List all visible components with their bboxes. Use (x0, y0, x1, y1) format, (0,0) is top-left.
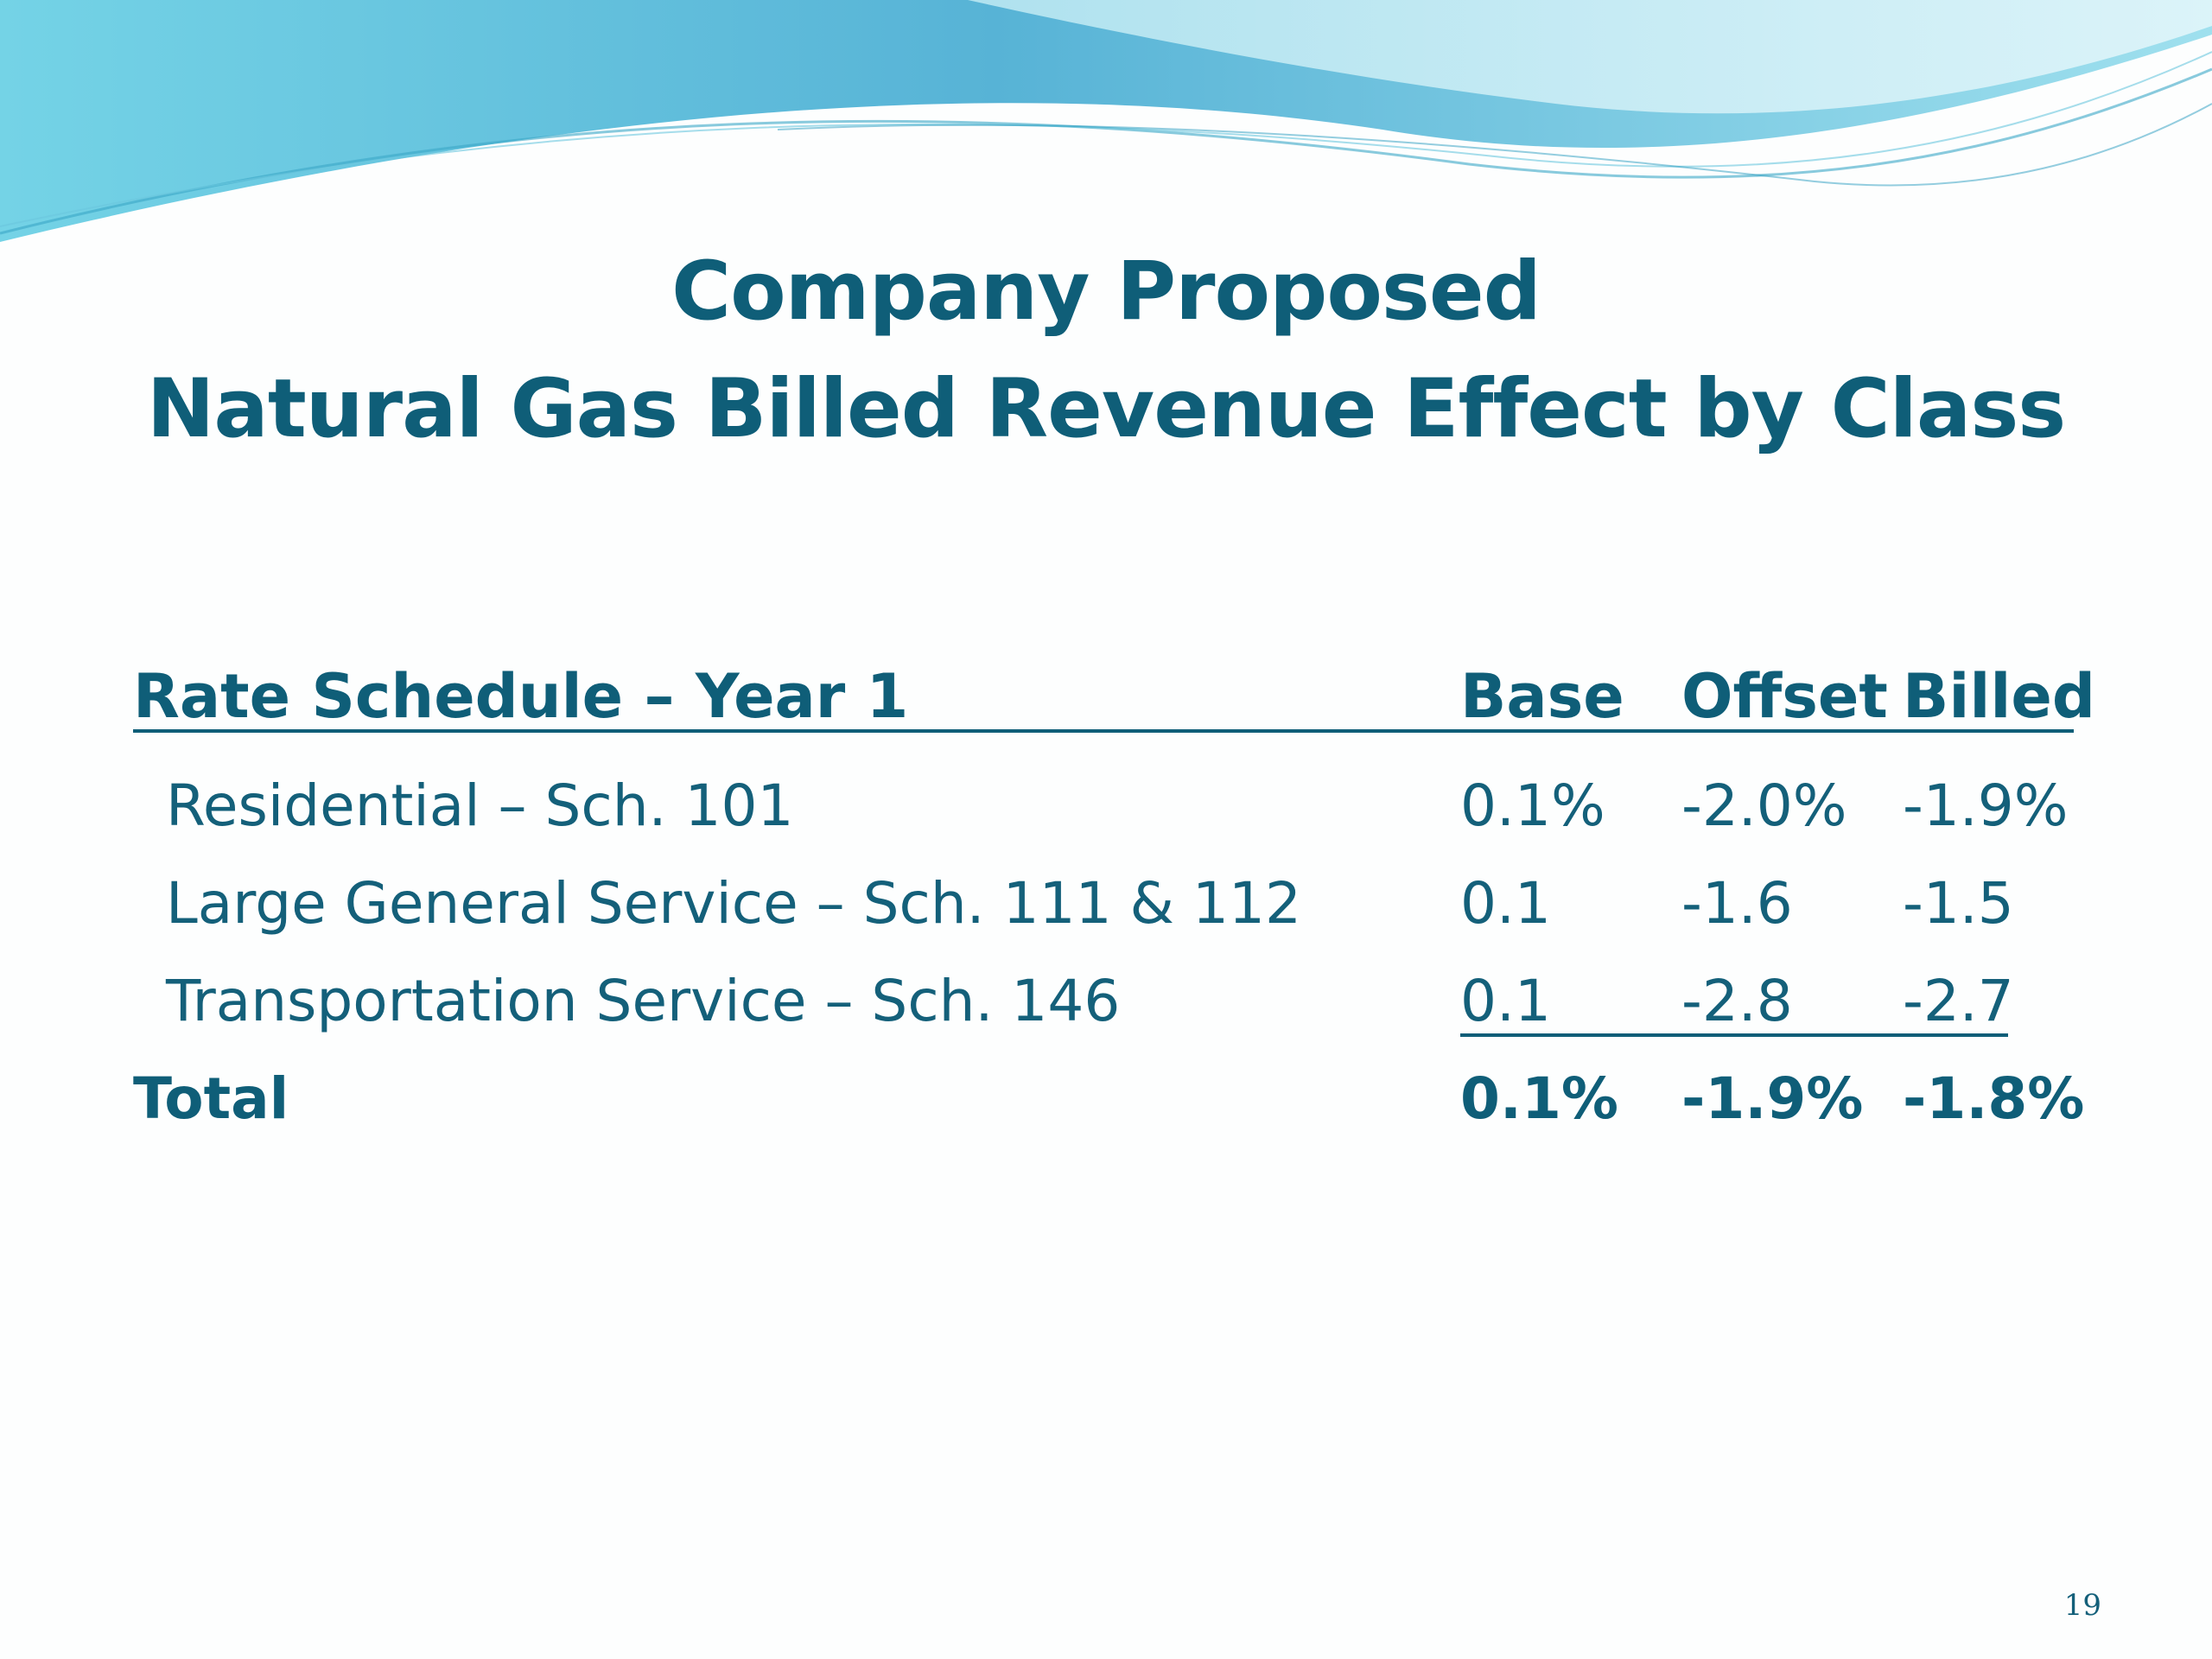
header-offset: Offset (1681, 661, 1888, 732)
row-label-large-general-service: Large General Service – Sch. 111 & 112 (166, 870, 1301, 937)
subtotal-underline (1460, 1033, 2008, 1037)
row-transportation-offset: -2.8 (1681, 968, 1793, 1034)
total-base: 0.1% (1460, 1065, 1619, 1132)
header-wave-decoration (0, 0, 2212, 242)
row-residential-billed: -1.9% (1903, 772, 2069, 839)
header-underline (133, 729, 2074, 733)
row-label-residential: Residential – Sch. 101 (166, 772, 794, 839)
row-residential-offset: -2.0% (1681, 772, 1847, 839)
page-number: 19 (2063, 1588, 2101, 1623)
row-transportation-billed: -2.7 (1903, 968, 2014, 1034)
total-label: Total (133, 1065, 289, 1132)
row-large-general-base: 0.1 (1460, 870, 1551, 937)
row-transportation-base: 0.1 (1460, 968, 1551, 1034)
total-offset: -1.9% (1681, 1065, 1864, 1132)
title-line-1: Company Proposed (671, 245, 1541, 339)
row-label-transportation-service: Transportation Service – Sch. 146 (166, 968, 1121, 1034)
header-billed: Billed (1903, 661, 2095, 732)
row-large-general-billed: -1.5 (1903, 870, 2014, 937)
title-line-2: Natural Gas Billed Revenue Effect by Cla… (146, 362, 2066, 456)
row-large-general-offset: -1.6 (1681, 870, 1793, 937)
row-residential-base: 0.1% (1460, 772, 1605, 839)
total-billed: -1.8% (1903, 1065, 2085, 1132)
header-rate-schedule: Rate Schedule – Year 1 (133, 661, 909, 732)
slide-title: Company Proposed Natural Gas Billed Reve… (0, 233, 2212, 468)
header-base: Base (1460, 661, 1624, 732)
